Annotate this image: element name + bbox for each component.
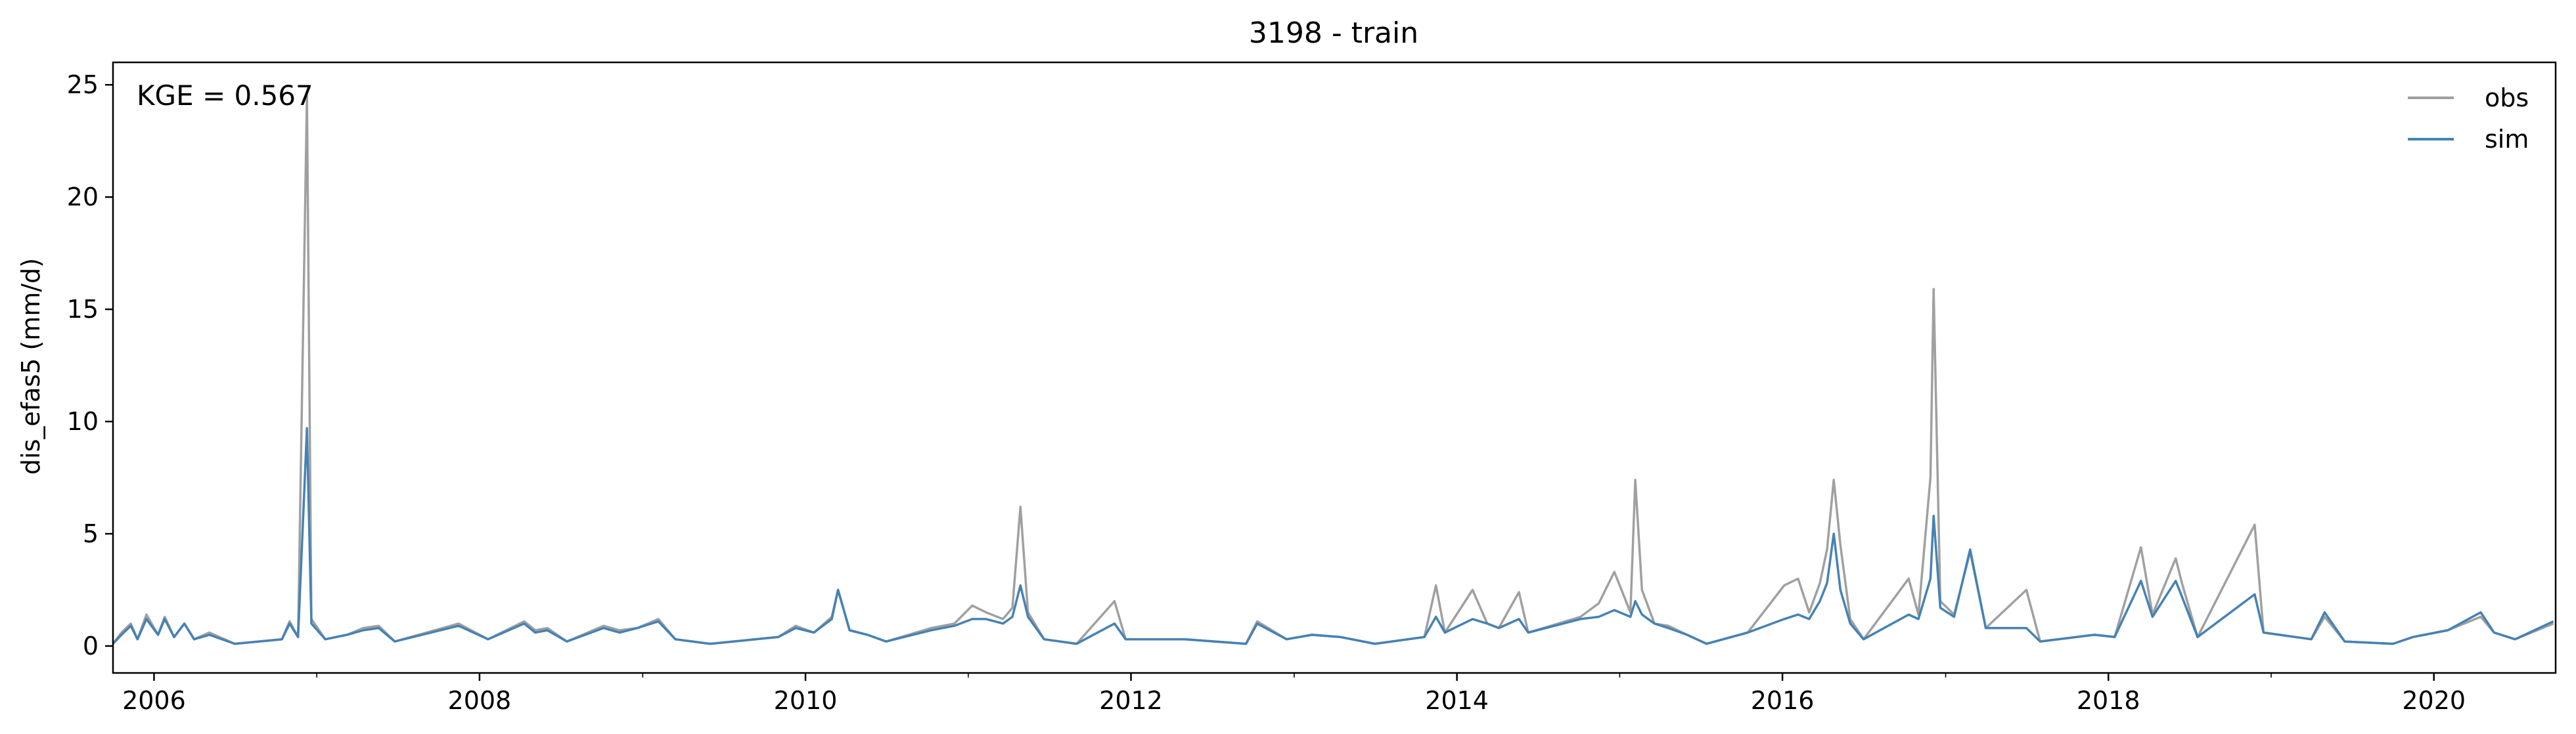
x-tick-label: 2016 [1751, 686, 1815, 715]
y-tick-label: 5 [83, 519, 99, 548]
x-tick-label: 2006 [122, 686, 186, 715]
x-tick-label: 2018 [2077, 686, 2140, 715]
y-tick-label: 15 [67, 295, 99, 324]
x-tick-label: 2010 [774, 686, 838, 715]
x-tick-label: 2020 [2402, 686, 2466, 715]
x-tick-label: 2008 [448, 686, 512, 715]
y-tick-label: 25 [67, 70, 99, 99]
y-tick-label: 10 [67, 407, 99, 436]
y-tick-label: 0 [83, 632, 99, 660]
x-tick-label: 2014 [1425, 686, 1489, 715]
legend: obs sim [2408, 83, 2529, 154]
plot-frame [112, 61, 2557, 674]
y-tick-label: 20 [67, 183, 99, 211]
series-line-sim [113, 427, 2554, 645]
x-tick-label: 2012 [1099, 686, 1163, 715]
y-axis-label: dis_efas5 (mm/d) [16, 258, 45, 475]
legend-label-sim: sim [2485, 125, 2529, 154]
legend-label-obs: obs [2485, 83, 2529, 112]
chart-title: 3198 - train [1249, 16, 1418, 50]
kge-annotation: KGE = 0.567 [137, 79, 313, 112]
